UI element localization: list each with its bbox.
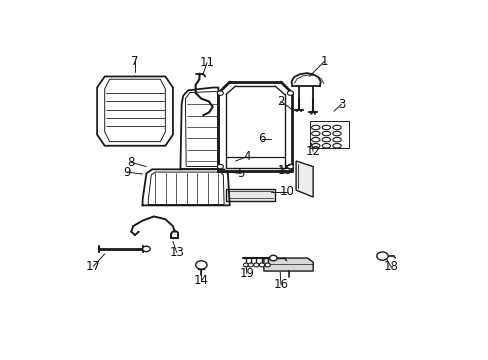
Circle shape: [253, 263, 259, 267]
Circle shape: [142, 246, 150, 252]
Circle shape: [287, 91, 293, 95]
Text: 11: 11: [199, 56, 214, 69]
Text: 14: 14: [193, 274, 208, 287]
Text: 12: 12: [305, 145, 320, 158]
Circle shape: [247, 263, 253, 267]
Polygon shape: [296, 161, 312, 197]
Circle shape: [217, 91, 223, 95]
Text: 2: 2: [277, 95, 284, 108]
Text: 17: 17: [86, 260, 101, 273]
Text: 19: 19: [239, 267, 254, 280]
Text: 7: 7: [131, 55, 139, 68]
Text: 1: 1: [320, 55, 327, 68]
Text: 5: 5: [237, 167, 244, 180]
Text: 15: 15: [277, 164, 291, 177]
Text: 8: 8: [127, 156, 135, 169]
Text: 9: 9: [123, 166, 131, 179]
Circle shape: [259, 263, 264, 267]
Circle shape: [269, 255, 277, 261]
Polygon shape: [225, 189, 275, 201]
Text: 3: 3: [337, 98, 345, 111]
Circle shape: [376, 252, 387, 260]
Text: 6: 6: [258, 132, 265, 145]
Circle shape: [264, 263, 270, 267]
Circle shape: [243, 263, 248, 267]
Text: 4: 4: [243, 150, 250, 163]
Text: 16: 16: [273, 278, 288, 291]
Text: 18: 18: [383, 260, 397, 273]
Circle shape: [217, 164, 223, 169]
Polygon shape: [264, 258, 312, 271]
Text: 13: 13: [169, 246, 184, 259]
Circle shape: [195, 261, 206, 269]
Text: 10: 10: [279, 185, 293, 198]
Circle shape: [287, 164, 293, 169]
